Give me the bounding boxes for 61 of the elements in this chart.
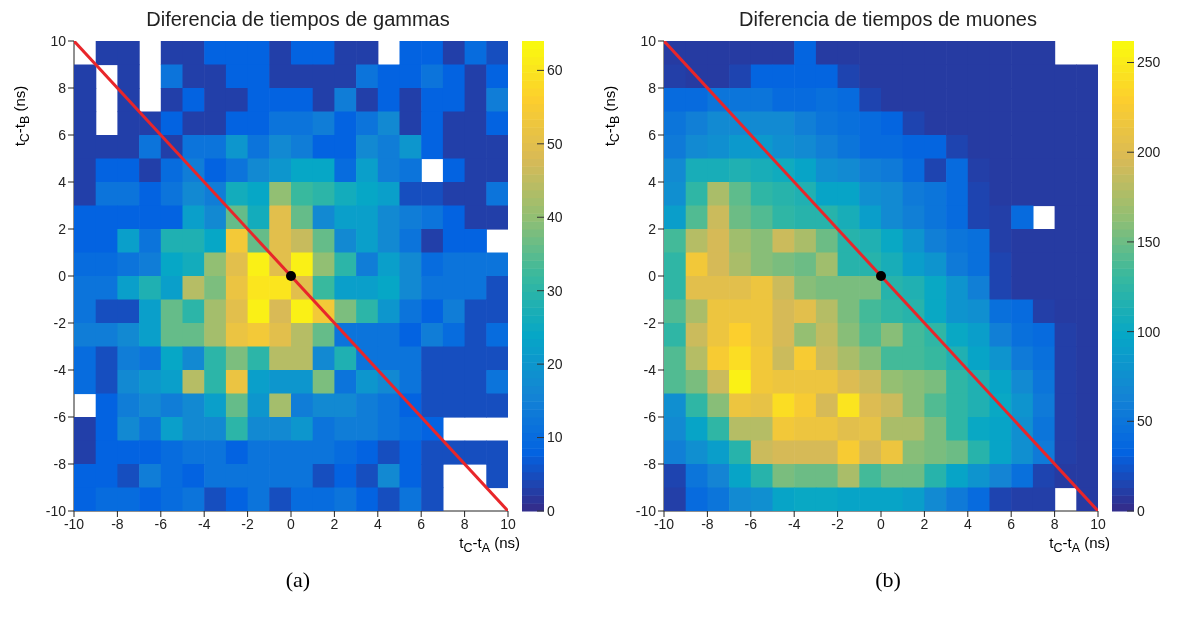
chart-title: Diferencia de tiempos de gammas bbox=[146, 8, 450, 30]
y-tick-label: -10 bbox=[635, 502, 657, 519]
y-tick-label: 2 bbox=[648, 220, 657, 237]
color-bar-label: 50 bbox=[1137, 413, 1153, 430]
x-tick-label: -6 bbox=[154, 515, 168, 532]
y-tick-label: -8 bbox=[53, 455, 67, 472]
x-tick-label: -2 bbox=[831, 515, 845, 532]
y-tick-label: -10 bbox=[45, 502, 67, 519]
color-bar-label: 20 bbox=[547, 356, 563, 373]
x-tick-label: -8 bbox=[701, 515, 714, 532]
x-tick-label: 8 bbox=[460, 515, 469, 532]
chart-title: Diferencia de tiempos de muones bbox=[739, 8, 1037, 30]
color-bar-label: 250 bbox=[1137, 54, 1161, 71]
color-bar-label: 30 bbox=[547, 282, 563, 299]
x-tick-label: 2 bbox=[330, 515, 339, 532]
x-tick-label: -8 bbox=[111, 515, 124, 532]
y-tick-label: 2 bbox=[58, 220, 67, 237]
x-axis-title: t$_{C}$-t$_{A}$ (ns) bbox=[1048, 534, 1110, 555]
y-tick-label: -4 bbox=[53, 361, 67, 378]
x-tick-label: 0 bbox=[287, 515, 296, 532]
x-tick-label: -4 bbox=[787, 515, 801, 532]
color-bar-label: 150 bbox=[1137, 233, 1161, 250]
color-bar-label: 0 bbox=[1137, 502, 1145, 519]
y-tick-label: -6 bbox=[53, 408, 67, 425]
x-tick-label: 0 bbox=[877, 515, 886, 532]
y-tick-label: -2 bbox=[53, 314, 67, 331]
text: (a) bbox=[284, 567, 312, 593]
y-tick-label: -4 bbox=[643, 361, 657, 378]
y-tick-label: 10 bbox=[50, 32, 67, 49]
x-tick-label: 2 bbox=[920, 515, 929, 532]
color-bar-label: 10 bbox=[547, 429, 563, 446]
y-tick-label: 6 bbox=[648, 126, 657, 143]
y-tick-label: -2 bbox=[643, 314, 657, 331]
x-tick-label: 8 bbox=[1050, 515, 1059, 532]
y-tick-label: -6 bbox=[643, 408, 657, 425]
y-tick-label: 0 bbox=[58, 267, 67, 284]
x-tick-label: 6 bbox=[417, 515, 426, 532]
color-bar-label: 100 bbox=[1137, 323, 1161, 340]
x-tick-label: -6 bbox=[744, 515, 758, 532]
x-tick-label: 4 bbox=[963, 515, 972, 532]
y-tick-label: 4 bbox=[58, 173, 67, 190]
x-tick-label: -2 bbox=[241, 515, 255, 532]
color-bar-label: 200 bbox=[1137, 144, 1161, 161]
x-axis-title: t$_{C}$-t$_{A}$ (ns) bbox=[458, 534, 520, 555]
y-tick-label: 6 bbox=[58, 126, 67, 143]
y-tick-label: 10 bbox=[640, 32, 657, 49]
x-tick-label: 10 bbox=[1090, 515, 1106, 532]
color-bar-label: 60 bbox=[547, 62, 563, 79]
x-tick-label: 6 bbox=[1007, 515, 1016, 532]
y-tick-label: -8 bbox=[643, 455, 657, 472]
color-bar-label: 0 bbox=[547, 502, 555, 519]
x-tick-label: -4 bbox=[197, 515, 211, 532]
x-tick-label: 4 bbox=[373, 515, 382, 532]
x-tick-label: 10 bbox=[500, 515, 516, 532]
y-tick-label: 4 bbox=[648, 173, 657, 190]
color-bar-label: 50 bbox=[547, 135, 563, 152]
text: (b) bbox=[874, 567, 902, 593]
y-tick-label: 8 bbox=[58, 79, 67, 96]
y-tick-label: 0 bbox=[648, 267, 657, 284]
y-tick-label: 8 bbox=[648, 79, 657, 96]
color-bar-label: 40 bbox=[547, 209, 563, 226]
